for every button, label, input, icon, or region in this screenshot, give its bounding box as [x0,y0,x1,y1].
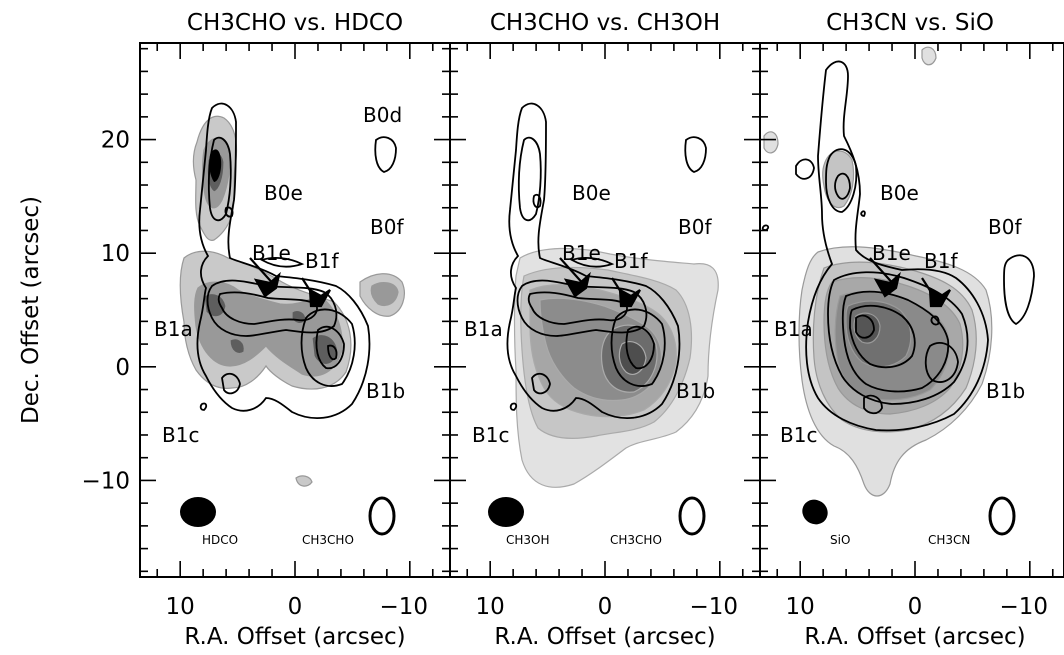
panel-2-beam-label-2: CH3CHO [610,533,662,547]
panel-3-beam-filled [802,499,828,525]
panel-2-region-label: B1e [562,241,601,265]
arrow-b1e-head [873,271,901,298]
x-tick-label: 10 [786,594,815,620]
y-tick-label: 20 [101,128,130,154]
panel-1-region-label: B1c [162,423,199,447]
panel-1-region-label: B0e [264,181,303,205]
panel-2-emission [506,102,719,488]
panel-3-region-label: B1a [774,317,813,341]
panel-1-beam-label-1: HDCO [202,533,238,547]
panel-3-region-label: B1b [986,379,1025,403]
panel-2-arrows [559,257,641,308]
x-tick-label: 0 [598,594,613,620]
panel-2-region-label: B0f [678,215,712,239]
panel-1-beam-contour [368,496,396,536]
panel-1-region-label: B0f [370,215,404,239]
panel-3: CH3CN vs. SiO [759,10,1064,578]
y-axis-label: Dec. Offset (arcsec) [18,196,44,424]
x-axis-label-panel-1: R.A. Offset (arcsec) [184,624,405,650]
panel-3-beam-label-1: SiO [830,533,850,547]
panel-3-beam-contour [988,496,1016,536]
panel-2-region-label: B0e [572,181,611,205]
y-tick-label: −10 [81,468,130,494]
arrow-b1f-head [308,288,331,308]
panel-2-beam-contour [678,496,706,536]
ch3cn-contours [761,60,1035,432]
panel-2-region-label: B1b [676,379,715,403]
arrow-b1e-head [563,271,591,298]
panel-1-title: CH3CHO vs. HDCO [187,10,403,36]
panel-3-region-label: B0f [988,215,1022,239]
arrow-b1f-head [618,288,641,308]
panel-1: CH3CHO vs. HDCO [139,10,451,578]
panel-1-region-label: B1a [154,317,193,341]
panel-2-beam-label-1: CH3OH [506,533,550,547]
panel-3-region-label: B1e [872,241,911,265]
sio-filled-map [763,46,993,497]
x-tick-label: 0 [288,594,303,620]
panel-1-emission [179,102,405,487]
tick-labels: 10 0 −10 20 10 0 −10 10 0 −10 10 0 −10 [81,128,1048,620]
panel-3-beam-label-2: CH3CN [928,533,970,547]
panel-3-frame [759,42,1064,578]
panel-2: CH3CHO vs. CH3OH [449,10,761,578]
x-tick-label: −10 [1000,594,1049,620]
panel-1-region-label: B0d [363,103,402,127]
x-tick-label: −10 [380,594,429,620]
y-tick-label: 0 [115,355,130,381]
hdco-filled-map [179,115,405,487]
panel-1-beam-label-2: CH3CHO [302,533,354,547]
x-axis-label-panel-3: R.A. Offset (arcsec) [804,624,1025,650]
panel-2-region-label: B1a [464,317,503,341]
panel-2-region-label: B1c [472,423,509,447]
x-tick-label: 10 [476,594,505,620]
panel-3-emission [761,46,1035,497]
panel-1-arrows [249,257,331,308]
x-tick-label: −10 [690,594,739,620]
panel-1-beam-filled [180,497,216,527]
panel-3-arrows [869,257,951,308]
x-tick-label: 10 [166,594,195,620]
panel-1-region-label: B1f [305,249,339,273]
panel-1-region-label: B1e [252,241,291,265]
panel-2-frame [449,42,761,578]
panel-3-title: CH3CN vs. SiO [826,10,994,36]
x-axis-label-panel-2: R.A. Offset (arcsec) [494,624,715,650]
y-tick-label: 10 [101,241,130,267]
panel-3-region-label: B0e [880,181,919,205]
arrow-b1f-head [928,288,951,308]
panel-2-title: CH3CHO vs. CH3OH [490,10,720,36]
panel-3-region-label: B1c [780,423,817,447]
panel-3-region-label: B1f [924,249,958,273]
panel-1-region-label: B1b [366,379,405,403]
ch3cho-contours [506,102,707,419]
panel-2-region-label: B1f [614,249,648,273]
panel-2-beam-filled [488,497,524,527]
arrow-b1e-head [253,271,281,298]
x-tick-label: 0 [908,594,923,620]
